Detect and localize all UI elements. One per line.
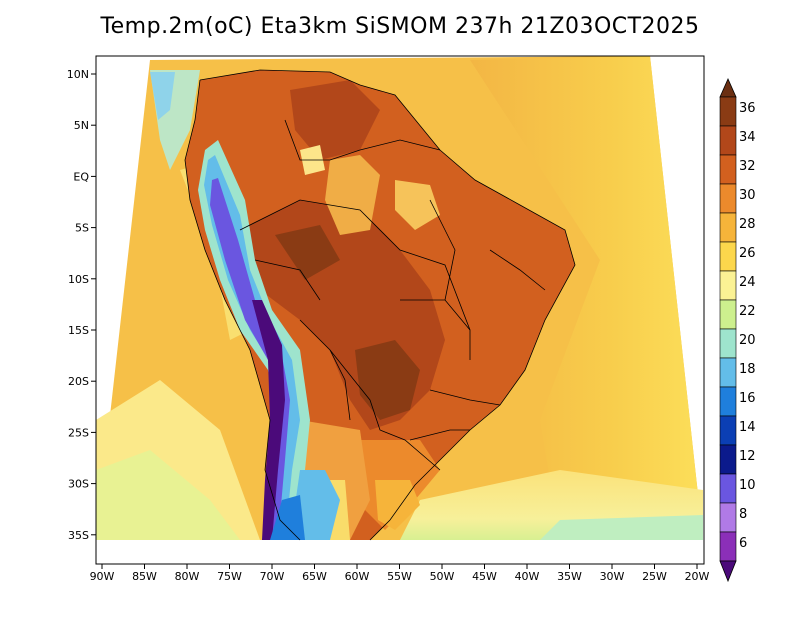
country-borders [184,69,576,541]
lon-label: 65W [302,570,327,583]
colorbar-segment [719,96,737,127]
colorbar-segment [719,125,737,156]
guianas-border [359,139,441,151]
colorbar-label: 6 [739,536,747,551]
lon-label: 55W [387,570,412,583]
lon-label: 45W [472,570,497,583]
lon-label: 40W [515,570,540,583]
colorbar-label: 36 [739,101,756,116]
venezuela-border [284,119,361,161]
lon-label: 75W [217,570,242,583]
colorbar-label: 24 [739,275,756,290]
lat-label: 15S [68,324,89,337]
state-border-5 [409,429,470,441]
bolivia-border [299,319,351,421]
colorbar-segment [719,241,737,272]
peru-border [254,259,321,301]
lon-label: 80W [175,570,200,583]
amazon-cool-patch-2 [395,180,440,230]
colorbar-label: 16 [739,391,756,406]
lat-label: 5N [74,119,89,132]
colorbar-segment [719,444,737,475]
colorbar-label: 26 [739,246,756,261]
amazon-cool-patch [325,155,380,235]
colorbar-label: 18 [739,362,756,377]
pacific-coastal-cooler [150,72,175,120]
state-border-4 [429,389,501,406]
colorbar-arrow-top [719,78,737,98]
lat-label: 10S [68,273,89,286]
colorbar-segment [719,531,737,562]
temperature-field [96,56,703,540]
lon-label: 20W [685,570,710,583]
map-title: Temp.2m(oC) Eta3km SiSMOM 237h 21Z03OCT2… [100,14,700,39]
andes-very-cold-belt [210,178,290,540]
west-coastline [184,79,301,541]
state-border-2 [429,199,456,301]
andes-coldest-belt [252,300,285,540]
lon-label: 60W [345,570,370,583]
lon-label: 50W [430,570,455,583]
lat-label: 20S [68,375,89,388]
colorbar-label: 14 [739,420,756,435]
colorbar-arrow-bottom [719,560,737,583]
amazon-hottest-field [275,225,340,280]
colorbar: 36 34 32 30 28 26 24 22 20 18 16 14 12 10 8 6 [719,78,756,583]
uruguay-field [375,480,420,530]
lon-label: 30W [600,570,625,583]
lon-label: 25W [642,570,667,583]
colorbar-label: 34 [739,130,756,145]
lat-label: 35S [68,529,89,542]
colorbar-label: 12 [739,449,756,464]
colorbar-label: 22 [739,304,756,319]
latitude-axis: 10N 5N EQ 5S 10S 15S 20S 25S 30S 35S [67,68,96,542]
colorbar-segment [719,386,737,417]
lon-label: 85W [132,570,157,583]
colorbar-label: 20 [739,333,756,348]
colorbar-segment [719,473,737,504]
lat-label: 30S [68,478,89,491]
hottest-field [355,340,420,420]
colorbar-segment [719,154,737,185]
colorbar-label: 10 [739,478,756,493]
colorbar-label: 30 [739,188,756,203]
colorbar-segment [719,183,737,214]
lon-label: 90W [90,570,115,583]
lon-label: 70W [260,570,285,583]
lat-label: EQ [73,170,89,183]
patagonia-colder [270,495,305,540]
ocean-east-field [470,56,703,540]
longitude-axis: 90W 85W 80W 75W 70W 65W 60W 55W 50W 45W 40W 35W 30W 2… [90,564,710,583]
colorbar-segment [719,212,737,243]
colorbar-segment [719,502,737,533]
lat-label: 10N [67,68,89,81]
colorbar-segment [719,270,737,301]
colorbar-segment [719,299,737,330]
colorbar-segment [719,357,737,388]
colorbar-label: 8 [739,507,747,522]
state-border-3 [489,249,546,291]
colorbar-segment [719,415,737,446]
colorbar-segment [719,328,737,359]
east-coastline [199,69,576,541]
lat-label: 25S [68,426,89,439]
colorbar-label: 28 [739,217,756,232]
lat-label: 5S [75,222,89,235]
pacific-cooler-zone [96,450,240,540]
north-hot-field [290,80,380,160]
brazil-border-2 [329,349,441,471]
colorbar-label: 32 [739,159,756,174]
lon-label: 35W [557,570,582,583]
atlantic-far-south-zone [540,515,703,540]
